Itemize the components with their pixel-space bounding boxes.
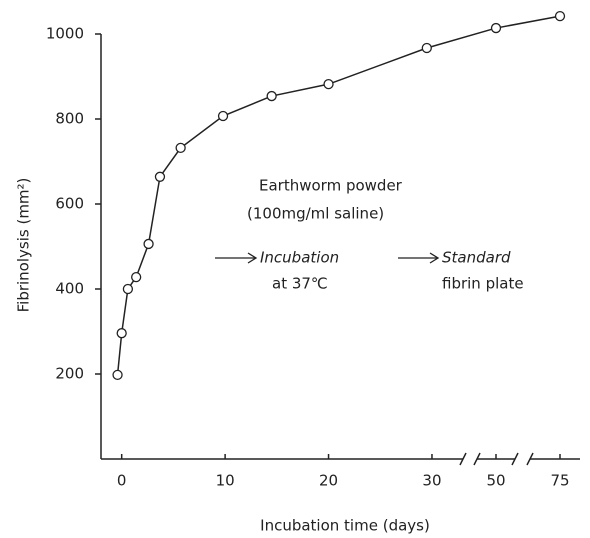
axis-break [459,452,467,466]
annotation: fibrin plate [442,275,524,293]
axis-break [511,452,519,466]
annotation: Earthworm powder [259,177,403,195]
y-tick-label: 600 [55,195,84,213]
marker [175,142,186,154]
line [116,15,561,375]
y-tick-label: 1000 [46,25,84,43]
y-tick-label: 200 [55,365,84,383]
marker [143,238,154,250]
marker [112,369,123,381]
marker [554,10,566,22]
annotation: (100mg/ml saline) [247,205,384,223]
marker [217,110,229,122]
y-tick-label: 800 [55,110,84,128]
marker [323,79,334,90]
arrow [215,252,440,264]
marker [122,283,134,295]
marker [266,90,277,102]
annotation: Standard [442,249,511,267]
x-tick-label: 50 [486,472,505,490]
marker [490,22,502,34]
marker [154,171,166,182]
marker [116,328,127,339]
x-tick-label: 75 [550,472,569,490]
x-tick-label: 20 [319,472,338,490]
marker [131,271,142,283]
x-tick-label: 0 [117,472,127,490]
y-axis-label: Fibrinolysis (mm²) [15,178,33,313]
y-tick-label: 400 [55,280,84,298]
x-tick-label: 30 [422,472,441,490]
axis-break [526,452,534,466]
x-axis-label: Incubation time (days) [260,517,430,535]
marker [421,42,432,54]
x-tick-label: 10 [216,472,235,490]
annotation: Incubation [260,249,339,267]
axis-break [473,452,481,466]
annotation: at 37℃ [272,275,328,293]
